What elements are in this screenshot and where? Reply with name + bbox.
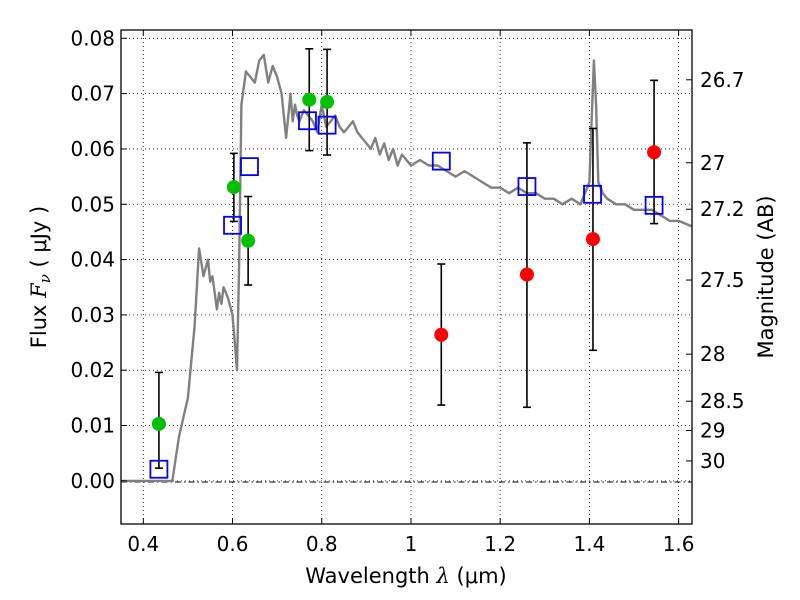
x-tick-label: 0.8 <box>306 532 338 556</box>
right-axis-title: Magnitude (AB) <box>754 195 778 358</box>
model-spectrum-line <box>121 53 693 483</box>
red-photometry-point <box>434 327 449 342</box>
model-flux-square <box>149 459 169 479</box>
y-tick-label: 0.06 <box>70 137 115 161</box>
y-tick-label: 0.08 <box>70 26 115 50</box>
x-tick-label: 0.4 <box>127 532 159 556</box>
ticks: 0.4 0.6 0.8 1 1.2 1.4 1.6 0.00 0.01 0.02 0.03 0.04 0… <box>70 26 744 556</box>
model-flux-square <box>517 177 537 196</box>
green-photometry-point <box>226 180 241 195</box>
model-flux-square <box>431 151 451 171</box>
right-tick-label: 30 <box>700 449 725 473</box>
x-axis-title: Wavelength λ (μm) <box>305 564 506 588</box>
y-tick-label: 0.07 <box>70 82 115 106</box>
y-tick-label: 0.02 <box>70 358 115 382</box>
model-flux-square <box>583 184 602 204</box>
green-photometry-point <box>302 92 317 107</box>
x-tick-label: 1.4 <box>573 532 605 556</box>
green-photometry-point <box>241 233 256 248</box>
red-photometry-point <box>519 267 534 282</box>
y-tick-label: 0.05 <box>70 192 115 216</box>
right-tick-label: 27.5 <box>700 268 745 292</box>
right-tick-label: 28 <box>700 342 725 366</box>
y-tick-label: 0.00 <box>70 469 115 493</box>
grid <box>121 30 692 524</box>
right-tick-label: 29 <box>700 419 725 443</box>
right-tick-label: 27 <box>700 151 725 175</box>
model-flux-square <box>644 195 664 215</box>
plot-frame <box>120 29 693 525</box>
model-flux-square <box>317 115 337 135</box>
right-tick-label: 28.5 <box>700 389 745 413</box>
model-flux-square <box>223 215 242 235</box>
right-tick-label: 26.7 <box>700 68 745 92</box>
model-flux-square <box>298 111 317 131</box>
green-photometry-point <box>320 94 335 109</box>
plot-area <box>121 48 693 483</box>
x-tick-label: 1.2 <box>484 532 516 556</box>
x-tick-label: 1.6 <box>663 532 695 556</box>
x-tick-label: 1 <box>405 532 418 556</box>
x-tick-label: 0.6 <box>217 532 249 556</box>
y-tick-label: 0.01 <box>70 414 115 438</box>
y-axis-title: Flux Fν ( μJy ) <box>27 206 54 348</box>
y-tick-label: 0.04 <box>70 248 115 272</box>
model-flux-square <box>240 157 259 177</box>
red-photometry-point <box>647 145 662 160</box>
right-tick-label: 27.2 <box>700 197 745 221</box>
green-photometry-point <box>151 416 166 431</box>
red-photometry-point <box>585 232 600 247</box>
y-tick-label: 0.03 <box>70 303 115 327</box>
